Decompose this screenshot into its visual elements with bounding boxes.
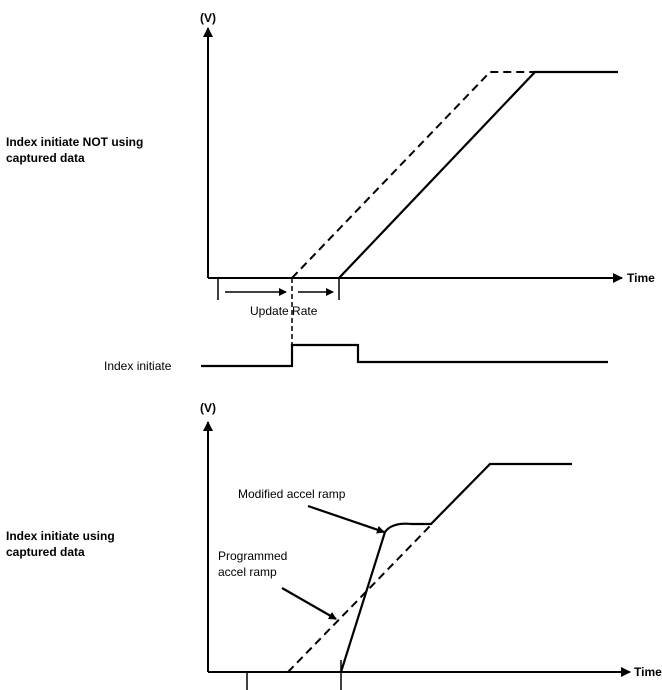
programmed-accel-label: Programmed accel ramp <box>218 549 291 579</box>
bottom-x-axis-label: Time <box>634 665 662 679</box>
index-initiate-signal <box>201 343 608 368</box>
top-diagram-title: Index initiate NOT using captured data <box>6 135 147 165</box>
modified-accel-pointer <box>307 504 385 534</box>
top-velocity-diagram: (V) Time Index initiate NOT using captur… <box>6 11 655 373</box>
modified-accel-ramp <box>339 462 572 673</box>
modified-accel-label: Modified accel ramp <box>238 487 346 501</box>
top-solid-ramp <box>338 70 618 279</box>
update-rate-label: Update Rate <box>250 304 318 318</box>
programmed-accel-pointer <box>281 587 337 620</box>
programmed-accel-ramp <box>287 525 431 673</box>
top-x-axis-label: Time <box>627 271 655 285</box>
bottom-velocity-diagram: (V) Time Index initiate using captured d… <box>6 401 662 690</box>
top-dashed-ramp <box>291 71 535 279</box>
index-initiate-label: Index initiate <box>104 359 172 373</box>
bottom-diagram-title: Index initiate using captured data <box>6 529 118 559</box>
bottom-y-axis-label: (V) <box>200 401 216 415</box>
top-y-axis-label: (V) <box>200 11 216 25</box>
